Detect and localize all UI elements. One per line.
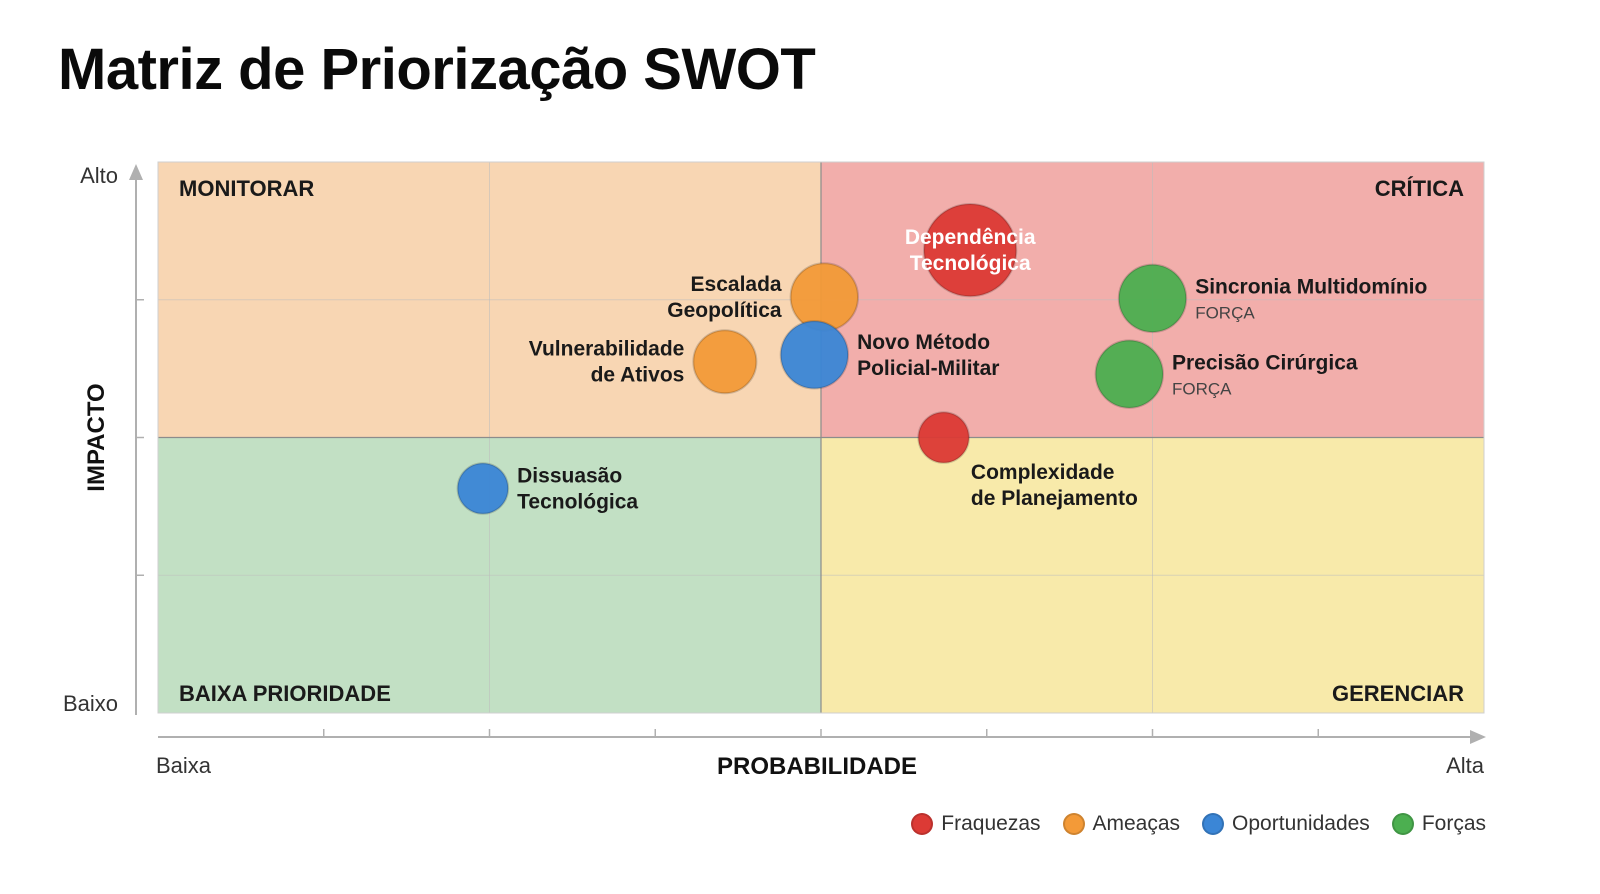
bubble-fraquezas	[923, 203, 1018, 298]
legend-swatch-forcas	[1391, 813, 1414, 835]
quadrant-label-bottom-right: GERENCIAR	[1332, 681, 1464, 706]
legend-label: Ameaças	[1092, 812, 1181, 835]
bubble-label: Tecnológica	[910, 252, 1031, 275]
quadrant-label-bottom-left: BAIXA PRIORIDADE	[179, 681, 391, 706]
legend-item-fraquezas: Fraquezas	[911, 812, 1041, 836]
bubble-label: de Ativos	[591, 364, 685, 387]
bubble-oportunidades	[456, 462, 510, 515]
legend-swatch-oportunidades	[1202, 813, 1225, 835]
bubble-label: Vulnerabilidade	[529, 338, 685, 361]
quadrant-label-top-right: CRÍTICA	[1375, 176, 1464, 201]
y-axis-title: IMPACTO	[83, 383, 110, 491]
chart-legend: Fraquezas Ameaças Oportunidades Forças	[911, 812, 1486, 836]
x-axis-high-label: Alta	[1446, 753, 1485, 778]
legend-item-forcas: Forças	[1391, 812, 1486, 836]
legend-swatch-fraquezas	[911, 813, 934, 835]
legend-swatch-ameacas	[1062, 813, 1085, 835]
bubble-ameacas	[692, 329, 758, 395]
chart-title: Matriz de Priorização SWOT	[58, 37, 816, 102]
plot-border	[157, 161, 1485, 714]
bubble-ameacas	[789, 262, 860, 332]
bubble-label: de Planejamento	[971, 487, 1138, 510]
bubble-oportunidades	[779, 320, 850, 390]
bubble-label: Escalada	[691, 273, 782, 296]
x-axis-arrow-icon	[1470, 730, 1486, 744]
legend-label: Oportunidades	[1232, 812, 1370, 835]
bubble-fraquezas	[917, 411, 970, 464]
bubble-label: Precisão Cirúrgica	[1172, 351, 1358, 374]
bubble-sublabel: FORÇA	[1172, 379, 1232, 398]
quadrant-label-top-left: MONITORAR	[179, 176, 314, 201]
bubble-label: Policial-Militar	[857, 357, 999, 380]
y-axis-arrow-icon	[129, 164, 143, 180]
bubble-label: Geopolítica	[667, 299, 782, 322]
y-axis-low-label: Baixo	[63, 691, 118, 716]
bubble-label: Sincronia Multidomínio	[1195, 276, 1427, 299]
bubble-forcas	[1094, 339, 1164, 409]
legend-item-oportunidades: Oportunidades	[1202, 812, 1370, 836]
x-axis-low-label: Baixa	[156, 753, 212, 778]
legend-label: Fraquezas	[941, 812, 1041, 835]
bubble-label: Dependência	[905, 226, 1036, 249]
x-axis-title: PROBABILIDADE	[717, 753, 917, 780]
bubble-label: Novo Método	[857, 331, 990, 354]
bubble-label: Tecnológica	[517, 490, 638, 513]
y-axis-high-label: Alto	[80, 163, 118, 188]
bubble-forcas	[1117, 263, 1188, 334]
legend-label: Forças	[1421, 812, 1486, 835]
bubble-label: Dissuasão	[517, 464, 622, 487]
bubble-label: Complexidade	[971, 461, 1115, 484]
bubble-sublabel: FORÇA	[1195, 304, 1255, 323]
legend-item-ameacas: Ameaças	[1062, 812, 1181, 836]
